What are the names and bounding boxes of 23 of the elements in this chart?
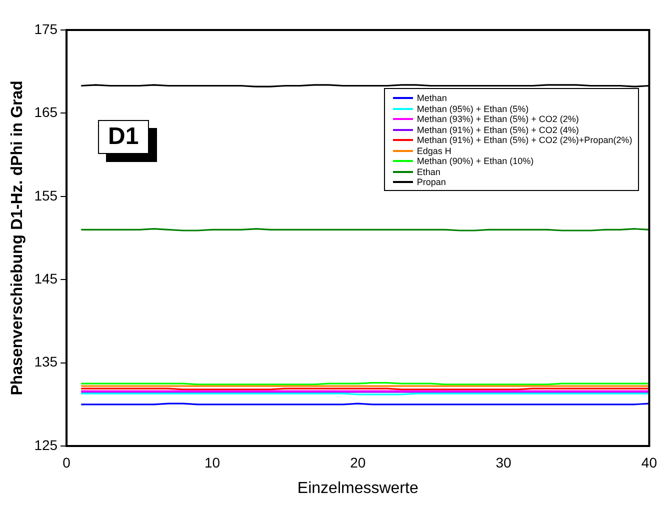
x-tick-label: 0 [62, 454, 71, 470]
legend-label: Methan [416, 93, 447, 104]
y-tick-label: 125 [34, 436, 58, 453]
annotation: D1 [98, 120, 149, 154]
legend-label: Methan (95%) + Ethan (5%) [416, 104, 529, 114]
x-tick-label: 40 [641, 454, 658, 470]
legend-label: Edgas H [416, 146, 452, 156]
x-tick-label: 30 [496, 454, 512, 470]
x-axis-title: Einzelmesswerte [297, 480, 418, 497]
x-tick-label: 20 [350, 454, 366, 470]
legend-label: Propan [416, 177, 446, 188]
legend-label: Ethan [416, 166, 440, 177]
legend-label: Methan (93%) + Ethan (5%) + CO2 (2%) [416, 114, 579, 124]
y-tick-label: 135 [34, 354, 58, 370]
y-tick-label: 175 [34, 20, 58, 37]
y-axis-title: Phasenverschiebung D1-Hz. dPhi in Grad [9, 80, 26, 396]
x-tick-label: 10 [204, 454, 220, 470]
legend-label: Methan (90%) + Ethan (10%) [416, 156, 534, 166]
y-tick-label: 155 [34, 187, 58, 204]
y-tick-label: 165 [34, 104, 58, 120]
y-tick-label: 145 [34, 270, 58, 286]
legend-label: Methan (91%) + Ethan (5%) + CO2 (4%) [416, 124, 579, 135]
legend-label: Methan (91%) + Ethan (5%) + CO2 (2%)+Propan(2%) [416, 135, 632, 146]
